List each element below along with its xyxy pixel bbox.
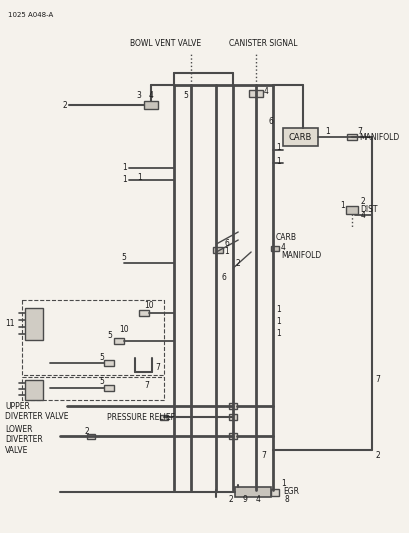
Text: 8: 8 [284,495,289,504]
Bar [25,380,43,400]
Text: 3: 3 [136,91,141,100]
Bar [22,377,163,400]
Bar [282,128,317,146]
Bar [22,300,163,375]
Text: CARB: CARB [288,133,311,141]
Text: 2: 2 [84,427,89,437]
Text: 1: 1 [324,127,329,136]
Bar [249,90,263,96]
Bar [229,403,237,409]
Text: 10: 10 [119,326,128,335]
Text: 10: 10 [144,301,153,310]
Text: MANIFOLD: MANIFOLD [358,133,399,141]
Bar [235,487,270,497]
Text: 1: 1 [275,157,280,166]
Text: 5: 5 [121,254,126,262]
Bar [229,433,237,439]
Bar [160,415,167,419]
Text: MANIFOLD: MANIFOLD [280,251,320,260]
Text: 1: 1 [280,480,285,489]
Text: 6: 6 [221,273,226,282]
Text: UPPER
DIVERTER VALVE: UPPER DIVERTER VALVE [5,402,68,422]
Text: DIST: DIST [360,206,377,214]
Text: 4: 4 [255,496,260,505]
Text: 2: 2 [63,101,67,109]
Text: 5: 5 [107,332,112,341]
Text: 7: 7 [374,376,379,384]
Bar [139,310,148,316]
Text: CARB: CARB [275,233,296,243]
Text: 4: 4 [263,86,268,95]
Text: 1: 1 [275,305,280,314]
Text: 2: 2 [360,198,364,206]
Text: 1: 1 [224,247,229,256]
Text: 1: 1 [137,173,142,182]
Text: PRESSURE RELIEF: PRESSURE RELIEF [107,413,175,422]
Text: 5: 5 [99,377,104,386]
Bar [213,247,223,253]
Bar [114,338,124,344]
Bar [346,134,357,140]
Text: 1: 1 [340,200,344,209]
Text: 1025 A048-A: 1025 A048-A [8,12,53,18]
Text: 1: 1 [275,329,280,338]
Bar [229,414,237,420]
Bar [104,385,114,391]
Text: 5: 5 [183,91,188,100]
Bar [87,433,95,439]
Text: 7: 7 [155,362,160,372]
Text: 7: 7 [144,381,148,390]
Text: 1: 1 [275,143,280,152]
Text: 7: 7 [261,450,265,459]
Text: 2: 2 [235,260,239,269]
Text: 2: 2 [374,450,379,459]
Bar [270,246,278,251]
Text: LOWER
DIVERTER
VALVE: LOWER DIVERTER VALVE [5,425,43,455]
Text: 7: 7 [357,126,361,135]
Bar [346,206,357,214]
Bar [104,360,114,366]
Text: 1: 1 [275,318,280,327]
Text: 6: 6 [268,117,273,126]
Text: 2: 2 [228,496,233,505]
Text: 9: 9 [242,496,247,505]
Text: BOWL VENT VALVE: BOWL VENT VALVE [130,39,201,48]
Text: 1: 1 [122,175,127,184]
Text: 11: 11 [5,319,15,328]
Text: 6: 6 [224,239,229,248]
Text: 4: 4 [360,212,364,221]
Text: 5: 5 [99,352,104,361]
Text: 1: 1 [122,164,127,173]
Bar [270,489,278,496]
Text: 4: 4 [280,244,285,253]
Text: CANISTER SIGNAL: CANISTER SIGNAL [228,39,297,48]
Text: 4: 4 [148,91,153,100]
Bar [144,101,157,109]
Text: EGR: EGR [282,488,298,497]
Bar [25,308,43,340]
